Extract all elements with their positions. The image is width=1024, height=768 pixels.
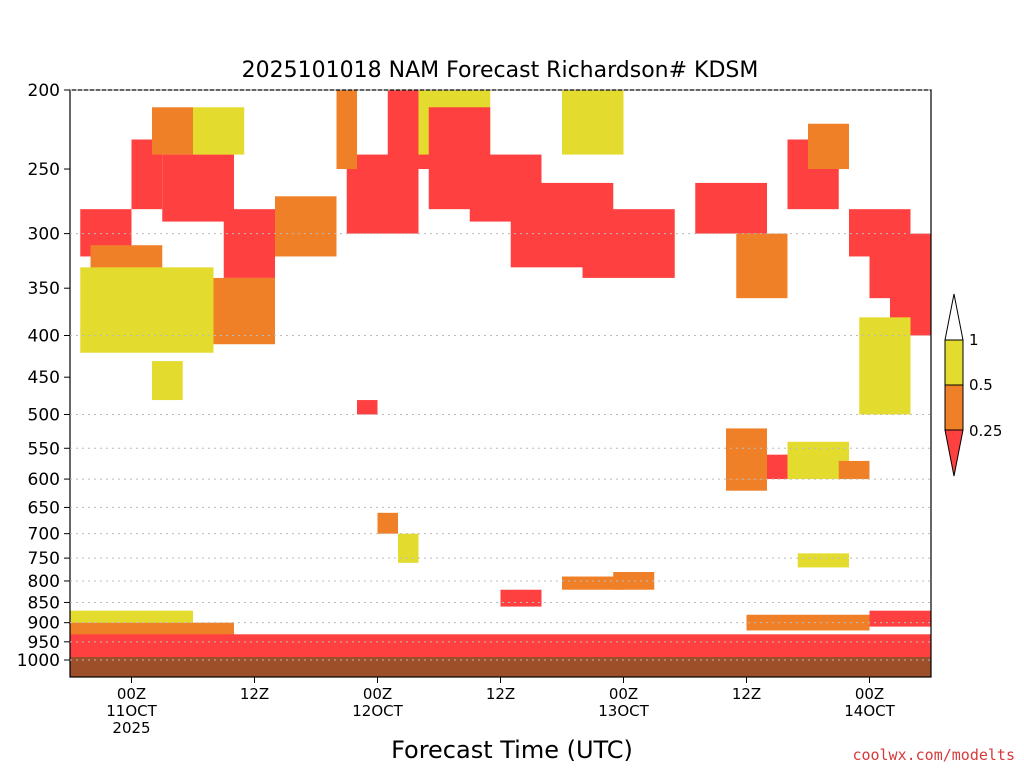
y-tick-label: 600 — [28, 470, 60, 490]
x-tick-label: 12OCT — [352, 702, 403, 720]
x-tick-label: 00Z — [117, 685, 146, 703]
legend-bin-orange — [944, 384, 964, 431]
y-tick-label: 250 — [28, 160, 60, 180]
data-cell-orange — [726, 479, 767, 491]
y-tick-label: 550 — [28, 439, 60, 459]
data-cell-red — [849, 209, 911, 257]
data-cell-orange — [70, 622, 234, 639]
legend-label: 0.25 — [969, 422, 1002, 440]
data-cell-red — [162, 154, 234, 222]
x-tick-label: 14OCT — [844, 702, 895, 720]
data-cell-orange — [213, 277, 275, 345]
ground-fill — [70, 657, 931, 677]
y-tick-label: 300 — [28, 225, 60, 245]
data-cell-red — [582, 209, 675, 278]
data-cell-orange — [275, 196, 337, 257]
x-axis-title: Forecast Time (UTC) — [391, 736, 633, 764]
plot-area — [69, 89, 932, 678]
data-cell-red — [695, 182, 767, 234]
data-cell-yellow — [562, 90, 624, 155]
credit-text: coolwx.com/modelts — [852, 746, 1015, 764]
legend-bin-top — [944, 293, 964, 341]
x-tick-label: 12Z — [732, 685, 761, 703]
data-cell-yellow — [193, 107, 245, 155]
y-tick-label: 500 — [28, 406, 60, 426]
data-cell-red — [223, 209, 275, 278]
y-tick-label: 750 — [28, 549, 60, 569]
x-tick-label: 13OCT — [598, 702, 649, 720]
x-tick-label: 2025 — [112, 719, 150, 737]
y-tick-label: 650 — [28, 498, 60, 518]
data-cell-yellow — [797, 553, 849, 568]
data-cell-orange — [838, 460, 870, 480]
data-cell-yellow — [859, 317, 911, 415]
y-tick-label: 200 — [28, 81, 60, 101]
data-cell-orange — [562, 576, 624, 590]
y-tick-label: 1000 — [17, 651, 60, 671]
data-cell-orange — [377, 512, 398, 534]
legend-label: 1 — [969, 331, 979, 349]
data-cell-yellow — [80, 267, 214, 353]
y-axis: 200 250 300 350 400 450 500 550 600 650 700 750 8008… — [17, 81, 931, 671]
legend-label: 0.5 — [969, 376, 993, 394]
chart-title: 2025101018 NAM Forecast Richardson# KDSM — [242, 58, 759, 83]
y-tick-label: 850 — [28, 593, 60, 613]
x-tick-label: 11OCT — [106, 702, 157, 720]
y-tick-label: 350 — [28, 279, 60, 299]
y-tick-label: 400 — [28, 326, 60, 346]
data-cell-orange — [808, 123, 849, 170]
data-cell-orange — [336, 90, 357, 170]
y-tick-label: 950 — [28, 633, 60, 653]
data-cell-orange — [613, 572, 655, 590]
x-tick-label: 00Z — [609, 685, 638, 703]
data-cell-red — [869, 610, 931, 627]
y-tick-label: 800 — [28, 572, 60, 592]
x-tick-label: 00Z — [363, 685, 392, 703]
data-cell-red — [357, 400, 378, 415]
data-cell-red — [767, 454, 788, 480]
data-cell-orange — [152, 107, 193, 155]
data-cell-orange — [736, 233, 788, 299]
y-tick-label: 700 — [28, 525, 60, 545]
data-cell-red — [70, 634, 931, 660]
x-tick-label: 12Z — [240, 685, 269, 703]
data-cell-orange — [726, 428, 767, 480]
y-tick-label: 900 — [28, 614, 60, 634]
x-tick-label: 00Z — [855, 685, 884, 703]
data-cell-yellow — [152, 361, 183, 401]
legend-bin-red — [944, 429, 964, 477]
data-cell-red — [500, 589, 542, 607]
legend: 1 0.5 0.25 — [944, 293, 1002, 477]
legend-bin-yellow — [944, 339, 964, 386]
y-tick-label: 450 — [28, 368, 60, 388]
data-cell-yellow — [398, 533, 419, 563]
x-tick-label: 12Z — [486, 685, 515, 703]
